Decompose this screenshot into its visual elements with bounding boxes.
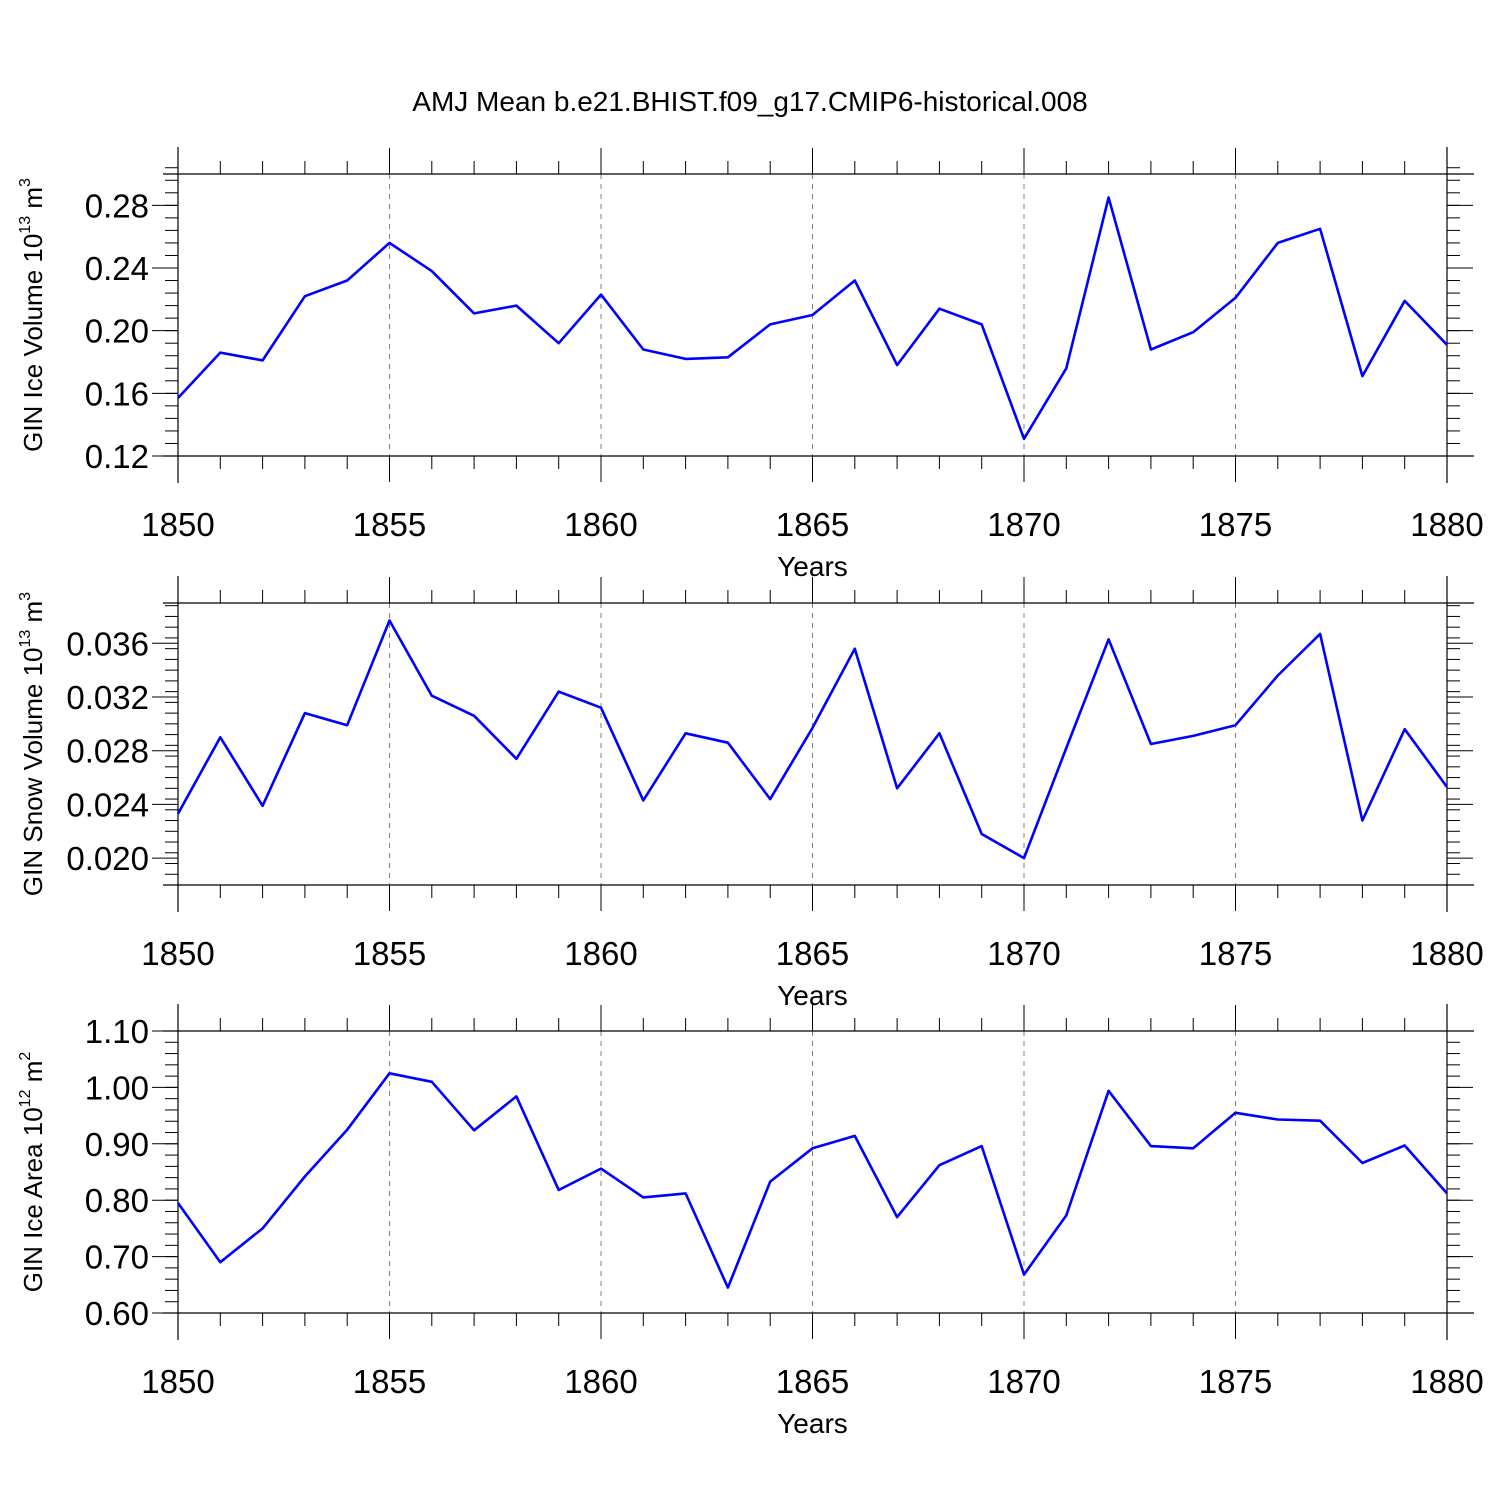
x-tick-label: 1875 <box>1199 1363 1272 1400</box>
y-axis-label: GIN Ice Area 1012 m2 <box>17 1052 48 1293</box>
x-tick-label: 1865 <box>776 1363 849 1400</box>
y-axis-label: GIN Ice Volume 1013 m3 <box>17 178 48 452</box>
x-axis-label: Years <box>777 551 848 582</box>
x-tick-label: 1875 <box>1199 935 1272 972</box>
x-axis-label: Years <box>777 1408 848 1439</box>
x-tick-label: 1880 <box>1410 935 1483 972</box>
panel-ice-volume: 0.12 0.16 0.20 0.24 0.28 1850 1855 1860 1865 1870… <box>17 147 1484 582</box>
y-tick-label: 0.80 <box>85 1182 149 1219</box>
y-axis-label-part: GIN Snow Volume 10 <box>18 648 48 897</box>
y-axis-label-superscript: 2 <box>17 1052 34 1061</box>
y-tick-label: 0.90 <box>85 1126 149 1163</box>
x-tick-label: 1870 <box>987 935 1060 972</box>
y-tick-label: 0.020 <box>66 840 149 877</box>
y-axis-label-superscript: 3 <box>17 178 34 187</box>
x-tick-label: 1880 <box>1410 506 1483 543</box>
y-tick-label: 0.16 <box>85 375 149 412</box>
x-tick-label: 1880 <box>1410 1363 1483 1400</box>
x-tick-label: 1855 <box>353 1363 426 1400</box>
y-tick-label: 0.60 <box>85 1295 149 1332</box>
x-tick-label: 1860 <box>564 506 637 543</box>
y-tick-label: 1.10 <box>85 1013 149 1050</box>
y-axis-label-part: GIN Ice Volume 10 <box>18 234 48 452</box>
y-axis-label: GIN Snow Volume 1013 m3 <box>17 592 48 896</box>
x-tick-label: 1865 <box>776 935 849 972</box>
y-axis-label-part: m <box>18 601 48 630</box>
panel-snow-volume: 0.020 0.024 0.028 0.032 0.036 1850 1855 1860 186… <box>17 576 1484 1011</box>
x-tick-label: 1850 <box>141 506 214 543</box>
x-tick-label: 1860 <box>564 935 637 972</box>
y-tick-label: 0.20 <box>85 313 149 350</box>
y-tick-label: 0.70 <box>85 1239 149 1276</box>
y-tick-label: 0.24 <box>85 250 149 287</box>
x-tick-label: 1875 <box>1199 506 1272 543</box>
y-axis-label-superscript: 12 <box>17 1089 34 1107</box>
y-tick-label: 0.032 <box>66 679 149 716</box>
x-tick-label: 1870 <box>987 1363 1060 1400</box>
y-tick-label: 0.036 <box>66 625 149 662</box>
y-axis-label-superscript: 13 <box>17 630 34 648</box>
y-tick-label: 0.024 <box>66 786 149 823</box>
y-tick-label: 0.28 <box>85 187 149 224</box>
x-tick-label: 1860 <box>564 1363 637 1400</box>
y-axis-label-part: GIN Ice Area 10 <box>18 1107 48 1292</box>
x-tick-label: 1855 <box>353 506 426 543</box>
panel-ice-area: 0.60 0.70 0.80 0.90 1.00 1.10 1850 1855 1860 1865… <box>17 1004 1484 1439</box>
y-tick-label: 1.00 <box>85 1069 149 1106</box>
y-tick-label: 0.028 <box>66 733 149 770</box>
y-axis-label-superscript: 3 <box>17 592 34 601</box>
chart-title: AMJ Mean b.e21.BHIST.f09_g17.CMIP6-histo… <box>412 86 1087 117</box>
x-tick-label: 1850 <box>141 1363 214 1400</box>
y-axis-label-part: m <box>18 1061 48 1090</box>
x-tick-label: 1865 <box>776 506 849 543</box>
x-tick-label: 1855 <box>353 935 426 972</box>
y-axis-label-superscript: 13 <box>17 216 34 234</box>
x-tick-label: 1850 <box>141 935 214 972</box>
y-tick-label: 0.12 <box>85 438 149 475</box>
y-axis-label-part: m <box>18 187 48 216</box>
x-tick-label: 1870 <box>987 506 1060 543</box>
